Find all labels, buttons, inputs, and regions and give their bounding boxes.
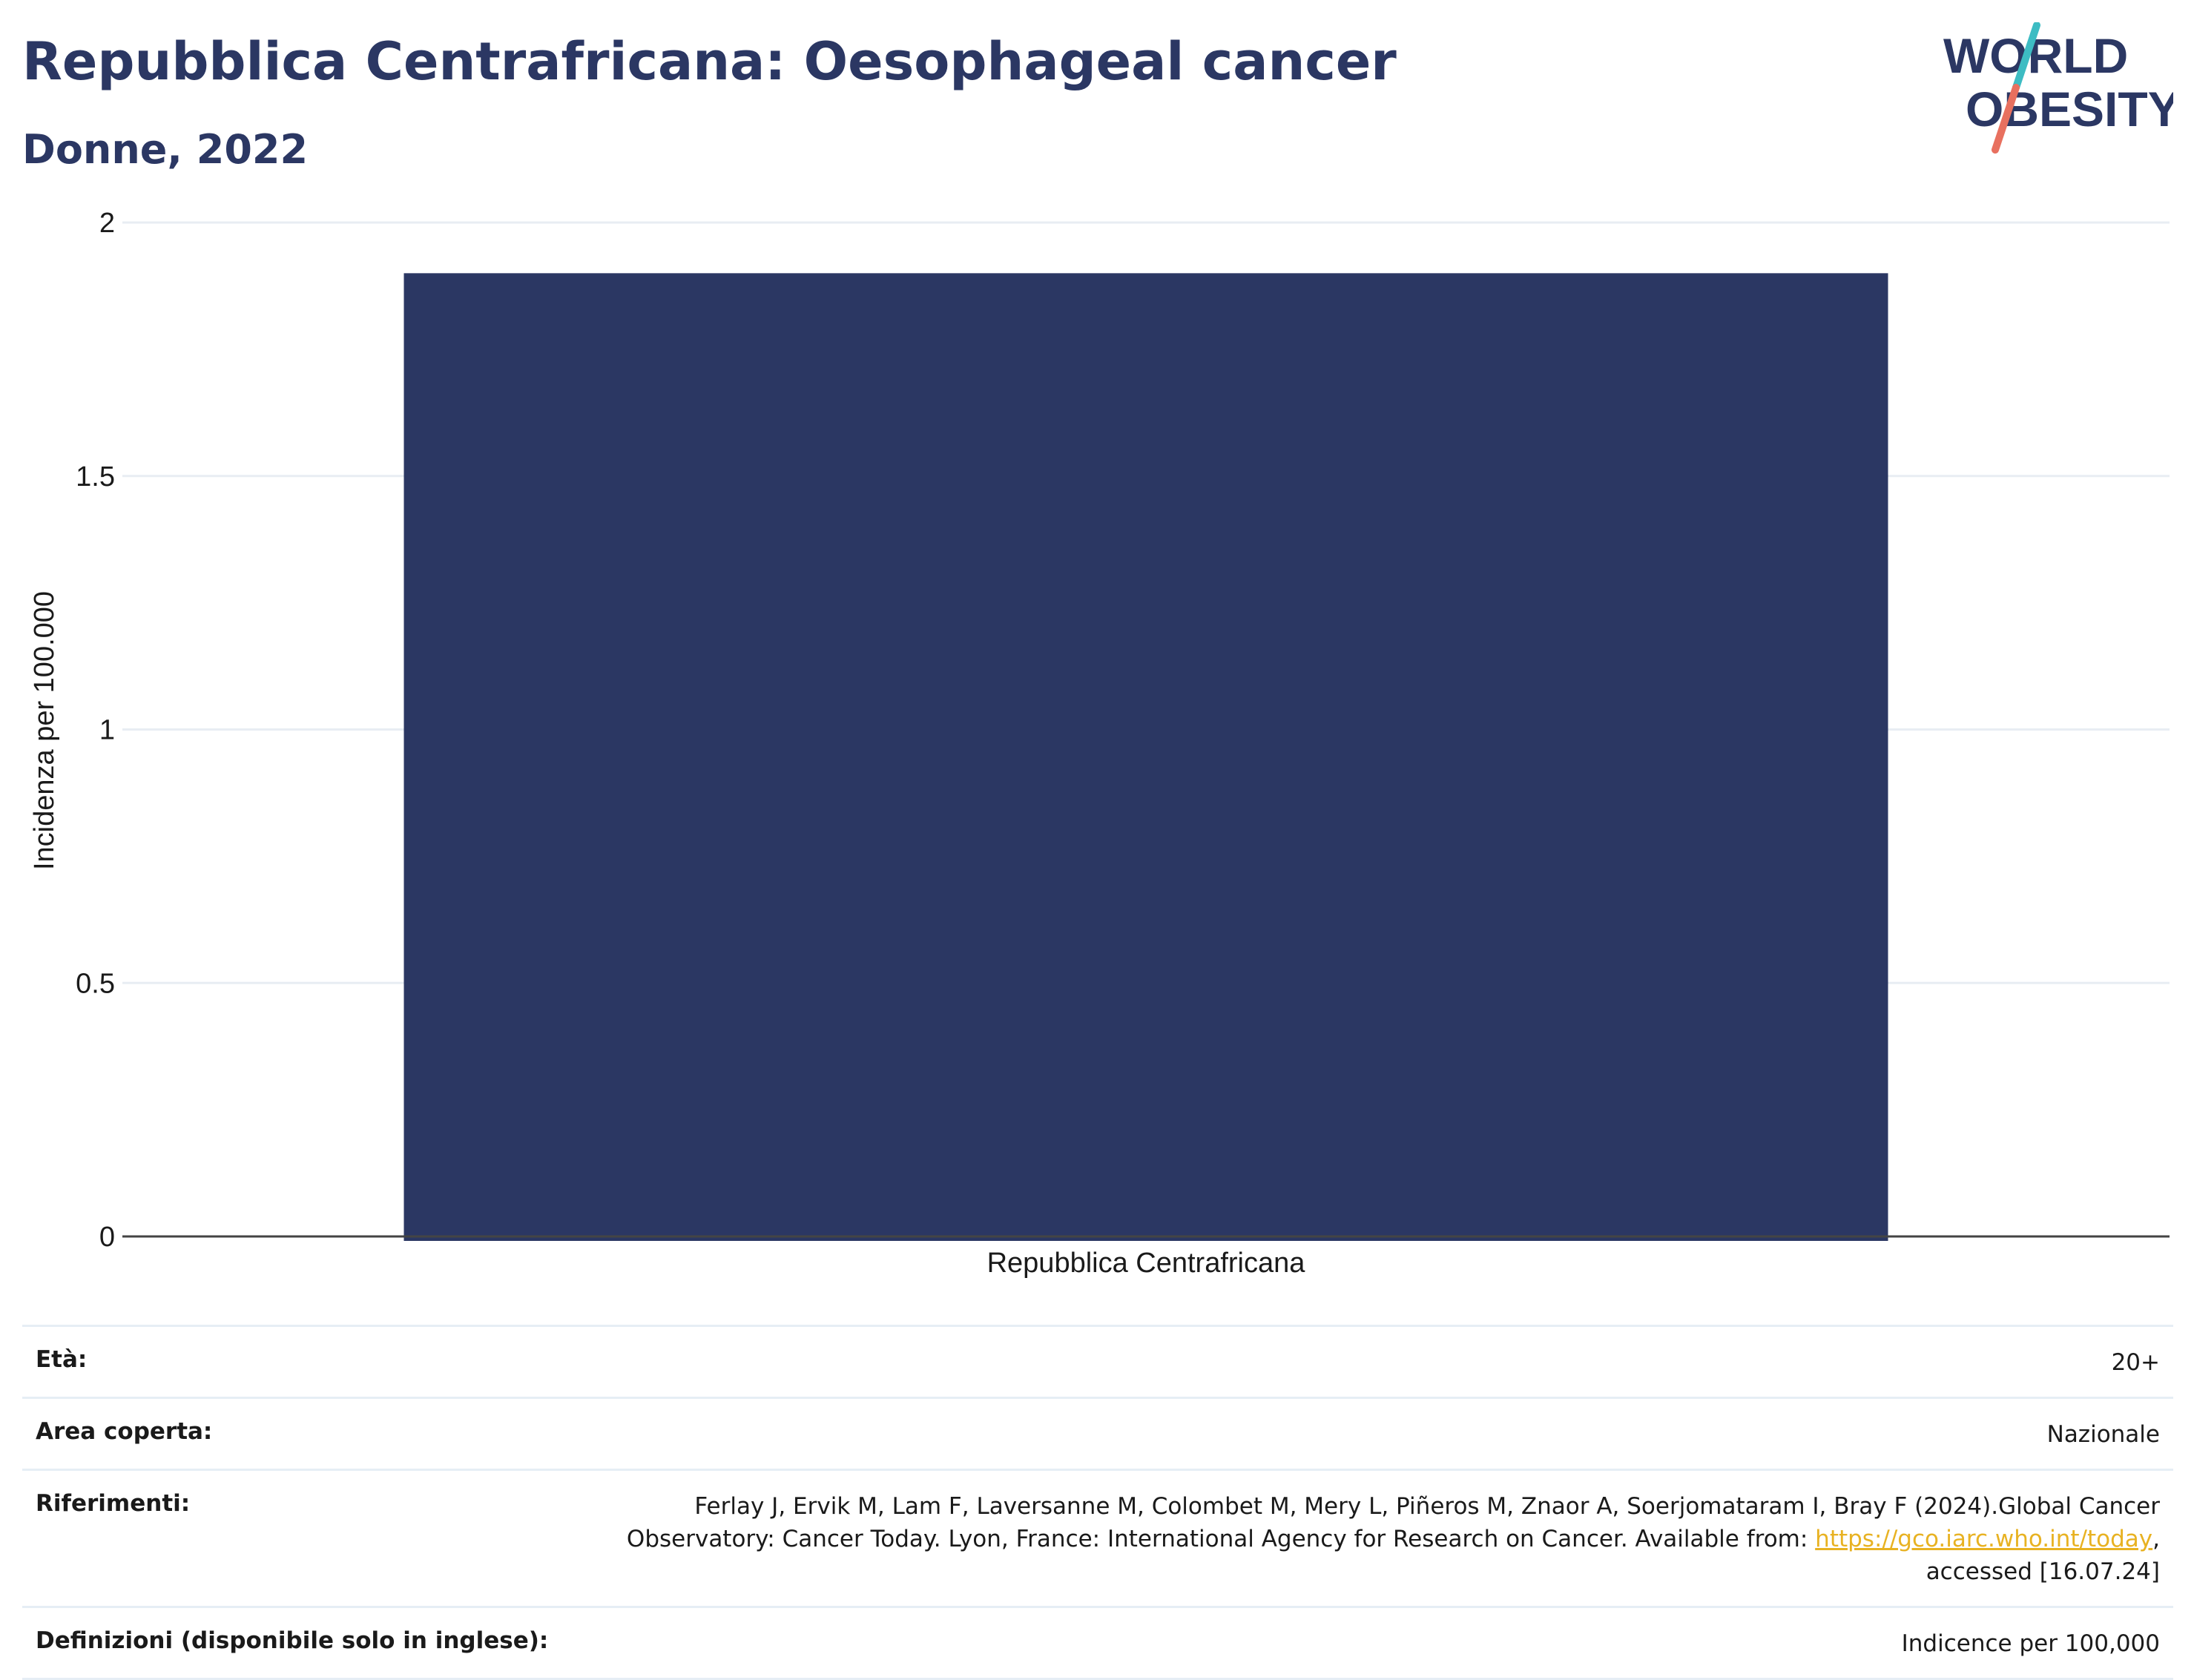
y-axis-label: Incidenza per 100.000 (29, 591, 60, 870)
world-obesity-logo: WORLD OBESITY (1943, 22, 2173, 154)
chart-title: Repubblica Centrafricana: Oesophageal ca… (22, 31, 1397, 92)
references-accessed: , accessed [16.07.24] (1925, 1526, 2160, 1585)
metadata-table: Età: 20+ Area coperta: Nazionale Riferim… (22, 1325, 2173, 1680)
x-tick-label: Repubblica Centrafricana (987, 1248, 1306, 1279)
age-value: 20+ (2111, 1349, 2160, 1376)
references-text: Ferlay J, Ervik M, Lam F, Laversanne M, … (626, 1493, 2160, 1552)
age-label: Età: (36, 1346, 88, 1373)
chart-subtitle: Donne, 2022 (22, 126, 309, 173)
references-label: Riferimenti: (36, 1490, 191, 1517)
y-tick-label: 0.5 (76, 968, 115, 999)
meta-row-definitions: Definizioni (disponibile solo in inglese… (22, 1606, 2173, 1680)
meta-row-area: Area coperta: Nazionale (22, 1397, 2173, 1469)
area-value: Nazionale (2046, 1421, 2160, 1448)
references-value: Ferlay J, Ervik M, Lam F, Laversanne M, … (602, 1490, 2160, 1588)
references-link[interactable]: https://gco.iarc.who.int/today (1815, 1526, 2153, 1552)
meta-row-references: Riferimenti: Ferlay J, Ervik M, Lam F, L… (22, 1469, 2173, 1606)
y-tick-label: 1 (99, 715, 115, 746)
bar-chart: 0 0.5 1 1.5 2 Repubblica Centrafricana Incide… (29, 208, 2170, 1279)
logo-slash-bottom (1992, 84, 2020, 154)
meta-row-age: Età: 20+ (22, 1325, 2173, 1397)
definitions-value: Indicence per 100,000 (1901, 1630, 2160, 1657)
y-tick-label: 0 (99, 1222, 115, 1253)
bar (403, 273, 1888, 1242)
logo-slash-top (2012, 22, 2040, 91)
area-label: Area coperta: (36, 1418, 213, 1445)
y-tick-label: 2 (99, 208, 115, 239)
definitions-label: Definizioni (disponibile solo in inglese… (36, 1627, 549, 1654)
y-tick-label: 1.5 (76, 461, 115, 493)
